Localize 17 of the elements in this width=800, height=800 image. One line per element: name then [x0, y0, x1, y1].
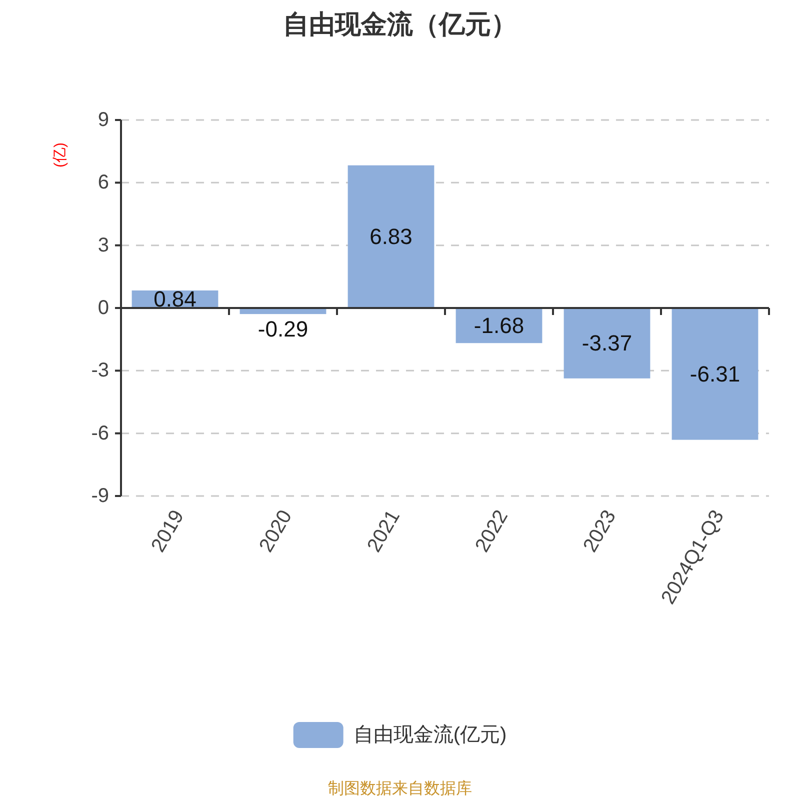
data-label: -0.29 [258, 316, 308, 342]
y-tick-label: 3 [98, 234, 109, 256]
data-label: -6.31 [690, 361, 740, 386]
ylabel: (亿) [52, 142, 68, 168]
annotation: 制图数据来自数据库 [328, 780, 472, 798]
data-label: -1.68 [474, 313, 524, 338]
y-tick-label: 6 [98, 172, 109, 194]
title: 自由现金流（亿元） [283, 9, 517, 39]
y-tick-label: -6 [91, 422, 109, 444]
y-tick-label: 0 [98, 297, 109, 319]
data-label: 0.84 [154, 286, 196, 312]
y-tick-label: -3 [91, 360, 109, 382]
data-label: 6.83 [370, 224, 412, 250]
data-label: -3.37 [582, 330, 632, 356]
y-tick-label: 9 [98, 109, 109, 131]
y-tick-label: -9 [91, 485, 109, 507]
legend-label: 自由现金流(亿元) [353, 724, 507, 746]
